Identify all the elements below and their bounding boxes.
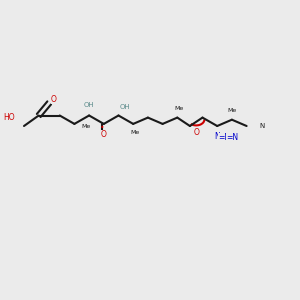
Text: OH: OH (84, 102, 94, 108)
Text: O: O (193, 128, 199, 137)
Text: Me: Me (174, 106, 183, 111)
Text: Me: Me (82, 124, 91, 128)
Text: N: N (259, 123, 264, 129)
Text: =N: =N (226, 133, 238, 142)
Text: OH: OH (120, 103, 130, 109)
Text: O: O (101, 130, 107, 139)
Text: Me: Me (130, 130, 139, 135)
Text: HO: HO (3, 112, 15, 122)
Text: O: O (51, 95, 57, 104)
Text: =N: =N (218, 133, 230, 142)
Text: N: N (214, 132, 220, 141)
Text: Me: Me (227, 108, 236, 113)
